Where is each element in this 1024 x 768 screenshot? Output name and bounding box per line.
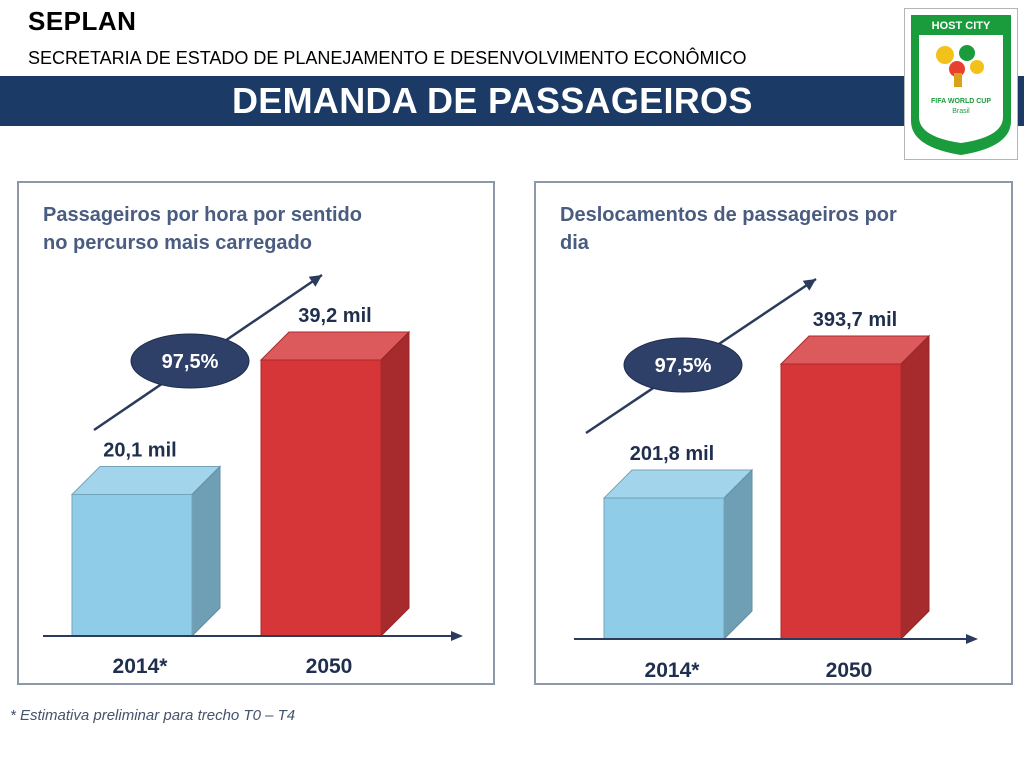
bar-value-label: 201,8 mil (630, 443, 715, 465)
bar-front-face (603, 497, 725, 640)
chart-title-line: Passageiros por hora por sentido (43, 204, 362, 226)
growth-arrow-head (802, 279, 816, 291)
x-axis-arrowhead (966, 634, 978, 644)
bar-front-face (71, 493, 193, 637)
chart-daily-trips: Deslocamentos de passageiros por dia 201,8… (560, 204, 978, 682)
bar-2014 (602, 468, 754, 641)
x-axis-arrowhead (451, 631, 463, 641)
chart-title-line: Deslocamentos de passageiros por (560, 204, 897, 226)
category-label: 2050 (826, 659, 873, 682)
bar-2050 (259, 330, 411, 638)
title-banner (0, 76, 1024, 126)
bar-value-label: 39,2 mil (298, 305, 371, 327)
bar-side-face (900, 334, 930, 641)
bar-side-face (723, 468, 753, 641)
bar-front-face (780, 363, 902, 640)
org-subtitle: SECRETARIA DE ESTADO DE PLANEJAMENTO E D… (28, 48, 747, 68)
logo-line2: Brasil (952, 108, 970, 115)
page-title: DEMANDA DE PASSAGEIROS (232, 80, 753, 121)
chart-title-line: no percurso mais carregado (43, 232, 312, 254)
bar-2014 (70, 465, 222, 638)
bar-value-label: 20,1 mil (103, 439, 176, 461)
growth-badge (130, 333, 250, 389)
chart-title-line: dia (560, 232, 590, 254)
logo-bottom-text: MANAUS (939, 128, 983, 139)
bar-2050 (779, 334, 931, 641)
logo-line1: FIFA WORLD CUP (931, 98, 991, 105)
bar-side-face (380, 330, 410, 638)
chart-panel-passengers-per-hour: Passageiros por hora por sentido no percu… (17, 181, 495, 685)
category-label: 2014* (645, 659, 701, 682)
logo-top-text: HOST CITY (932, 20, 991, 32)
chart-passengers-per-hour: Passageiros por hora por sentido no percu… (43, 204, 463, 678)
bar-value-label: 393,7 mil (813, 309, 898, 331)
chart-panel-daily-trips: Deslocamentos de passageiros por dia 201,8… (534, 181, 1013, 685)
bar-front-face (260, 359, 382, 637)
growth-badge (623, 337, 743, 393)
org-title: SEPLAN (28, 6, 137, 36)
world-cup-trophy-icon (936, 45, 984, 87)
category-label: 2050 (306, 655, 353, 678)
growth-arrow-head (308, 275, 322, 287)
growth-badge-label: 97,5% (655, 355, 712, 377)
host-city-logo: HOST CITY FIFA WORLD CUP Brasil MANAUS (904, 8, 1018, 160)
bar-side-face (191, 465, 221, 638)
footnote: * Estimativa preliminar para trecho T0 –… (10, 707, 296, 724)
category-label: 2014* (113, 655, 169, 678)
growth-badge-label: 97,5% (162, 351, 219, 373)
